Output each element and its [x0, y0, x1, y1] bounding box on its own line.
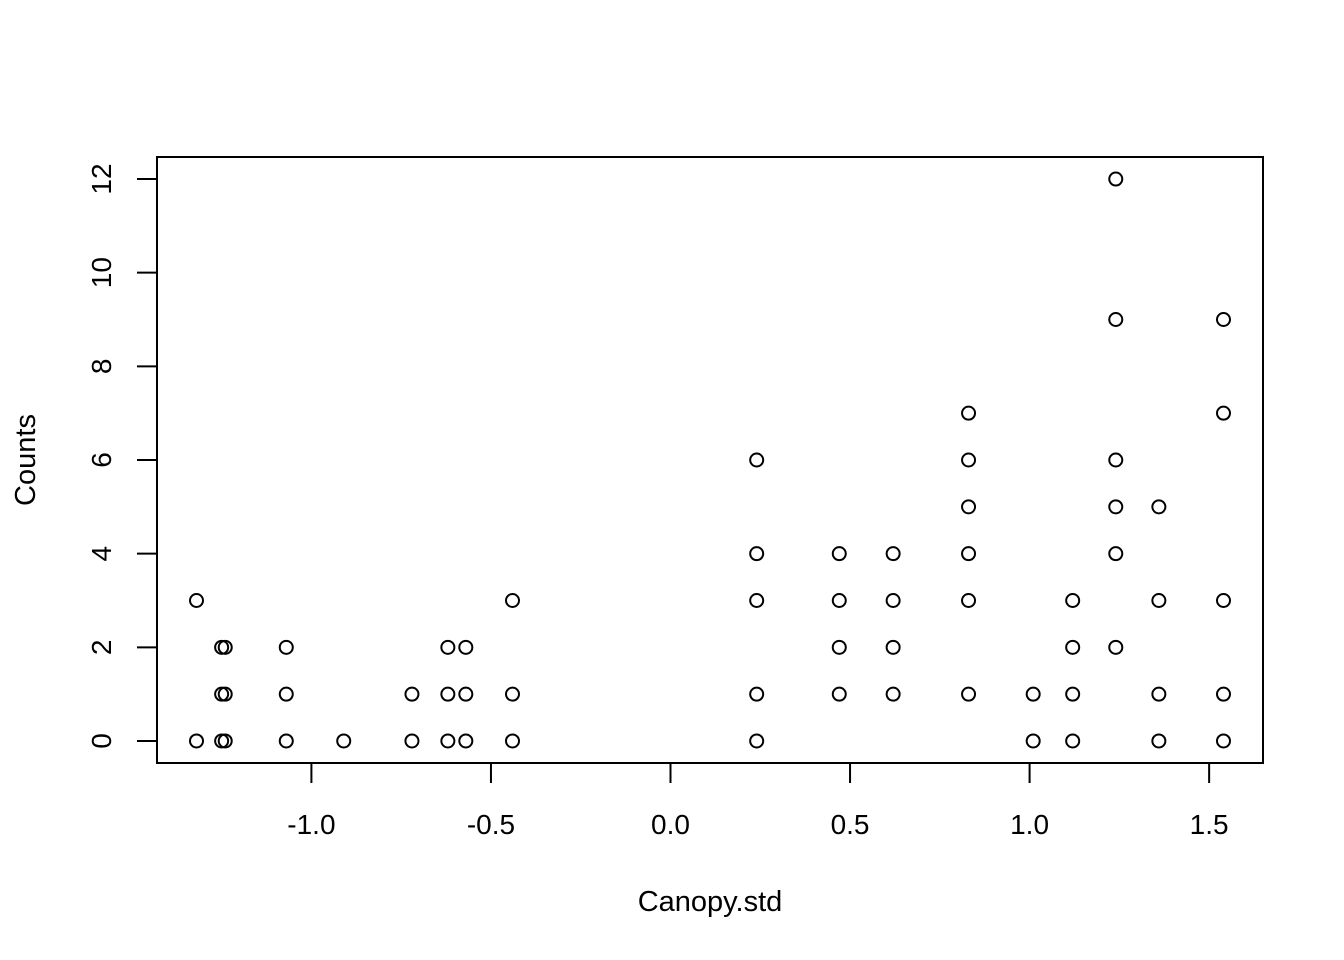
data-point	[189, 592, 204, 608]
data-point	[505, 686, 520, 702]
data-point	[217, 639, 233, 655]
x-tick-label: 1.0	[1010, 809, 1049, 840]
x-axis: -1.0 -0.5 0.0 0.5 1.0 1.5	[287, 762, 1229, 840]
y-axis: 0 2 4 6 8 10 12	[86, 163, 158, 749]
data-point	[831, 686, 847, 702]
y-tick-label: 10	[86, 257, 117, 288]
data-point	[1065, 639, 1081, 655]
data-point	[458, 733, 474, 749]
data-point	[404, 733, 420, 749]
data-point	[440, 733, 456, 749]
data-point	[749, 733, 765, 749]
data-point	[217, 733, 233, 749]
data-point	[404, 686, 420, 702]
data-point	[749, 686, 765, 702]
data-point	[1151, 733, 1167, 749]
data-point	[1151, 499, 1167, 515]
data-point	[217, 686, 233, 702]
data-point	[440, 686, 456, 702]
data-point	[1216, 733, 1231, 749]
data-point	[1108, 639, 1124, 655]
data-point	[961, 686, 977, 702]
y-tick-label: 2	[86, 640, 117, 656]
x-axis-title: Canopy.std	[638, 886, 783, 918]
data-point	[1025, 733, 1041, 749]
y-tick-label: 0	[86, 733, 117, 749]
data-point	[961, 499, 977, 515]
data-point	[505, 733, 520, 749]
x-tick-label: 1.5	[1190, 809, 1229, 840]
y-axis-title: Counts	[10, 414, 42, 506]
data-point	[440, 639, 456, 655]
y-tick-label: 8	[86, 359, 117, 375]
data-point	[885, 592, 901, 608]
data-point	[1151, 686, 1167, 702]
data-point	[336, 733, 352, 749]
x-tick-label: 0.0	[651, 809, 690, 840]
data-point	[961, 452, 977, 468]
data-point	[278, 639, 294, 655]
data-point	[458, 686, 474, 702]
data-point	[961, 546, 977, 562]
data-point	[885, 686, 901, 702]
data-point	[1065, 686, 1081, 702]
data-point	[749, 452, 765, 468]
data-point	[831, 546, 847, 562]
data-point	[1108, 546, 1124, 562]
data-point	[505, 592, 520, 608]
x-tick-label: -1.0	[287, 809, 335, 840]
data-point	[749, 546, 765, 562]
x-tick-label: -0.5	[467, 809, 515, 840]
data-point	[1108, 312, 1124, 328]
data-point	[1108, 452, 1124, 468]
data-point	[189, 733, 204, 749]
data-point	[1216, 312, 1231, 328]
y-tick-label: 4	[86, 546, 117, 562]
plot-frame	[156, 156, 1264, 764]
data-point	[1216, 592, 1231, 608]
data-point	[1216, 405, 1231, 421]
data-point	[1025, 686, 1041, 702]
y-tick-label: 12	[86, 163, 117, 194]
data-point	[885, 546, 901, 562]
y-tick-label: 6	[86, 452, 117, 468]
data-point	[961, 405, 977, 421]
data-point	[831, 639, 847, 655]
data-point	[885, 639, 901, 655]
x-tick-label: 0.5	[831, 809, 870, 840]
data-point	[1108, 171, 1124, 187]
data-point	[278, 686, 294, 702]
data-point	[831, 592, 847, 608]
data-point	[1065, 592, 1081, 608]
data-point	[278, 733, 294, 749]
data-point	[749, 592, 765, 608]
data-point	[1065, 733, 1081, 749]
data-point	[1216, 686, 1231, 702]
data-point	[458, 639, 474, 655]
data-point	[1151, 592, 1167, 608]
data-point	[1108, 499, 1124, 515]
data-points	[189, 171, 1231, 749]
data-point	[961, 592, 977, 608]
